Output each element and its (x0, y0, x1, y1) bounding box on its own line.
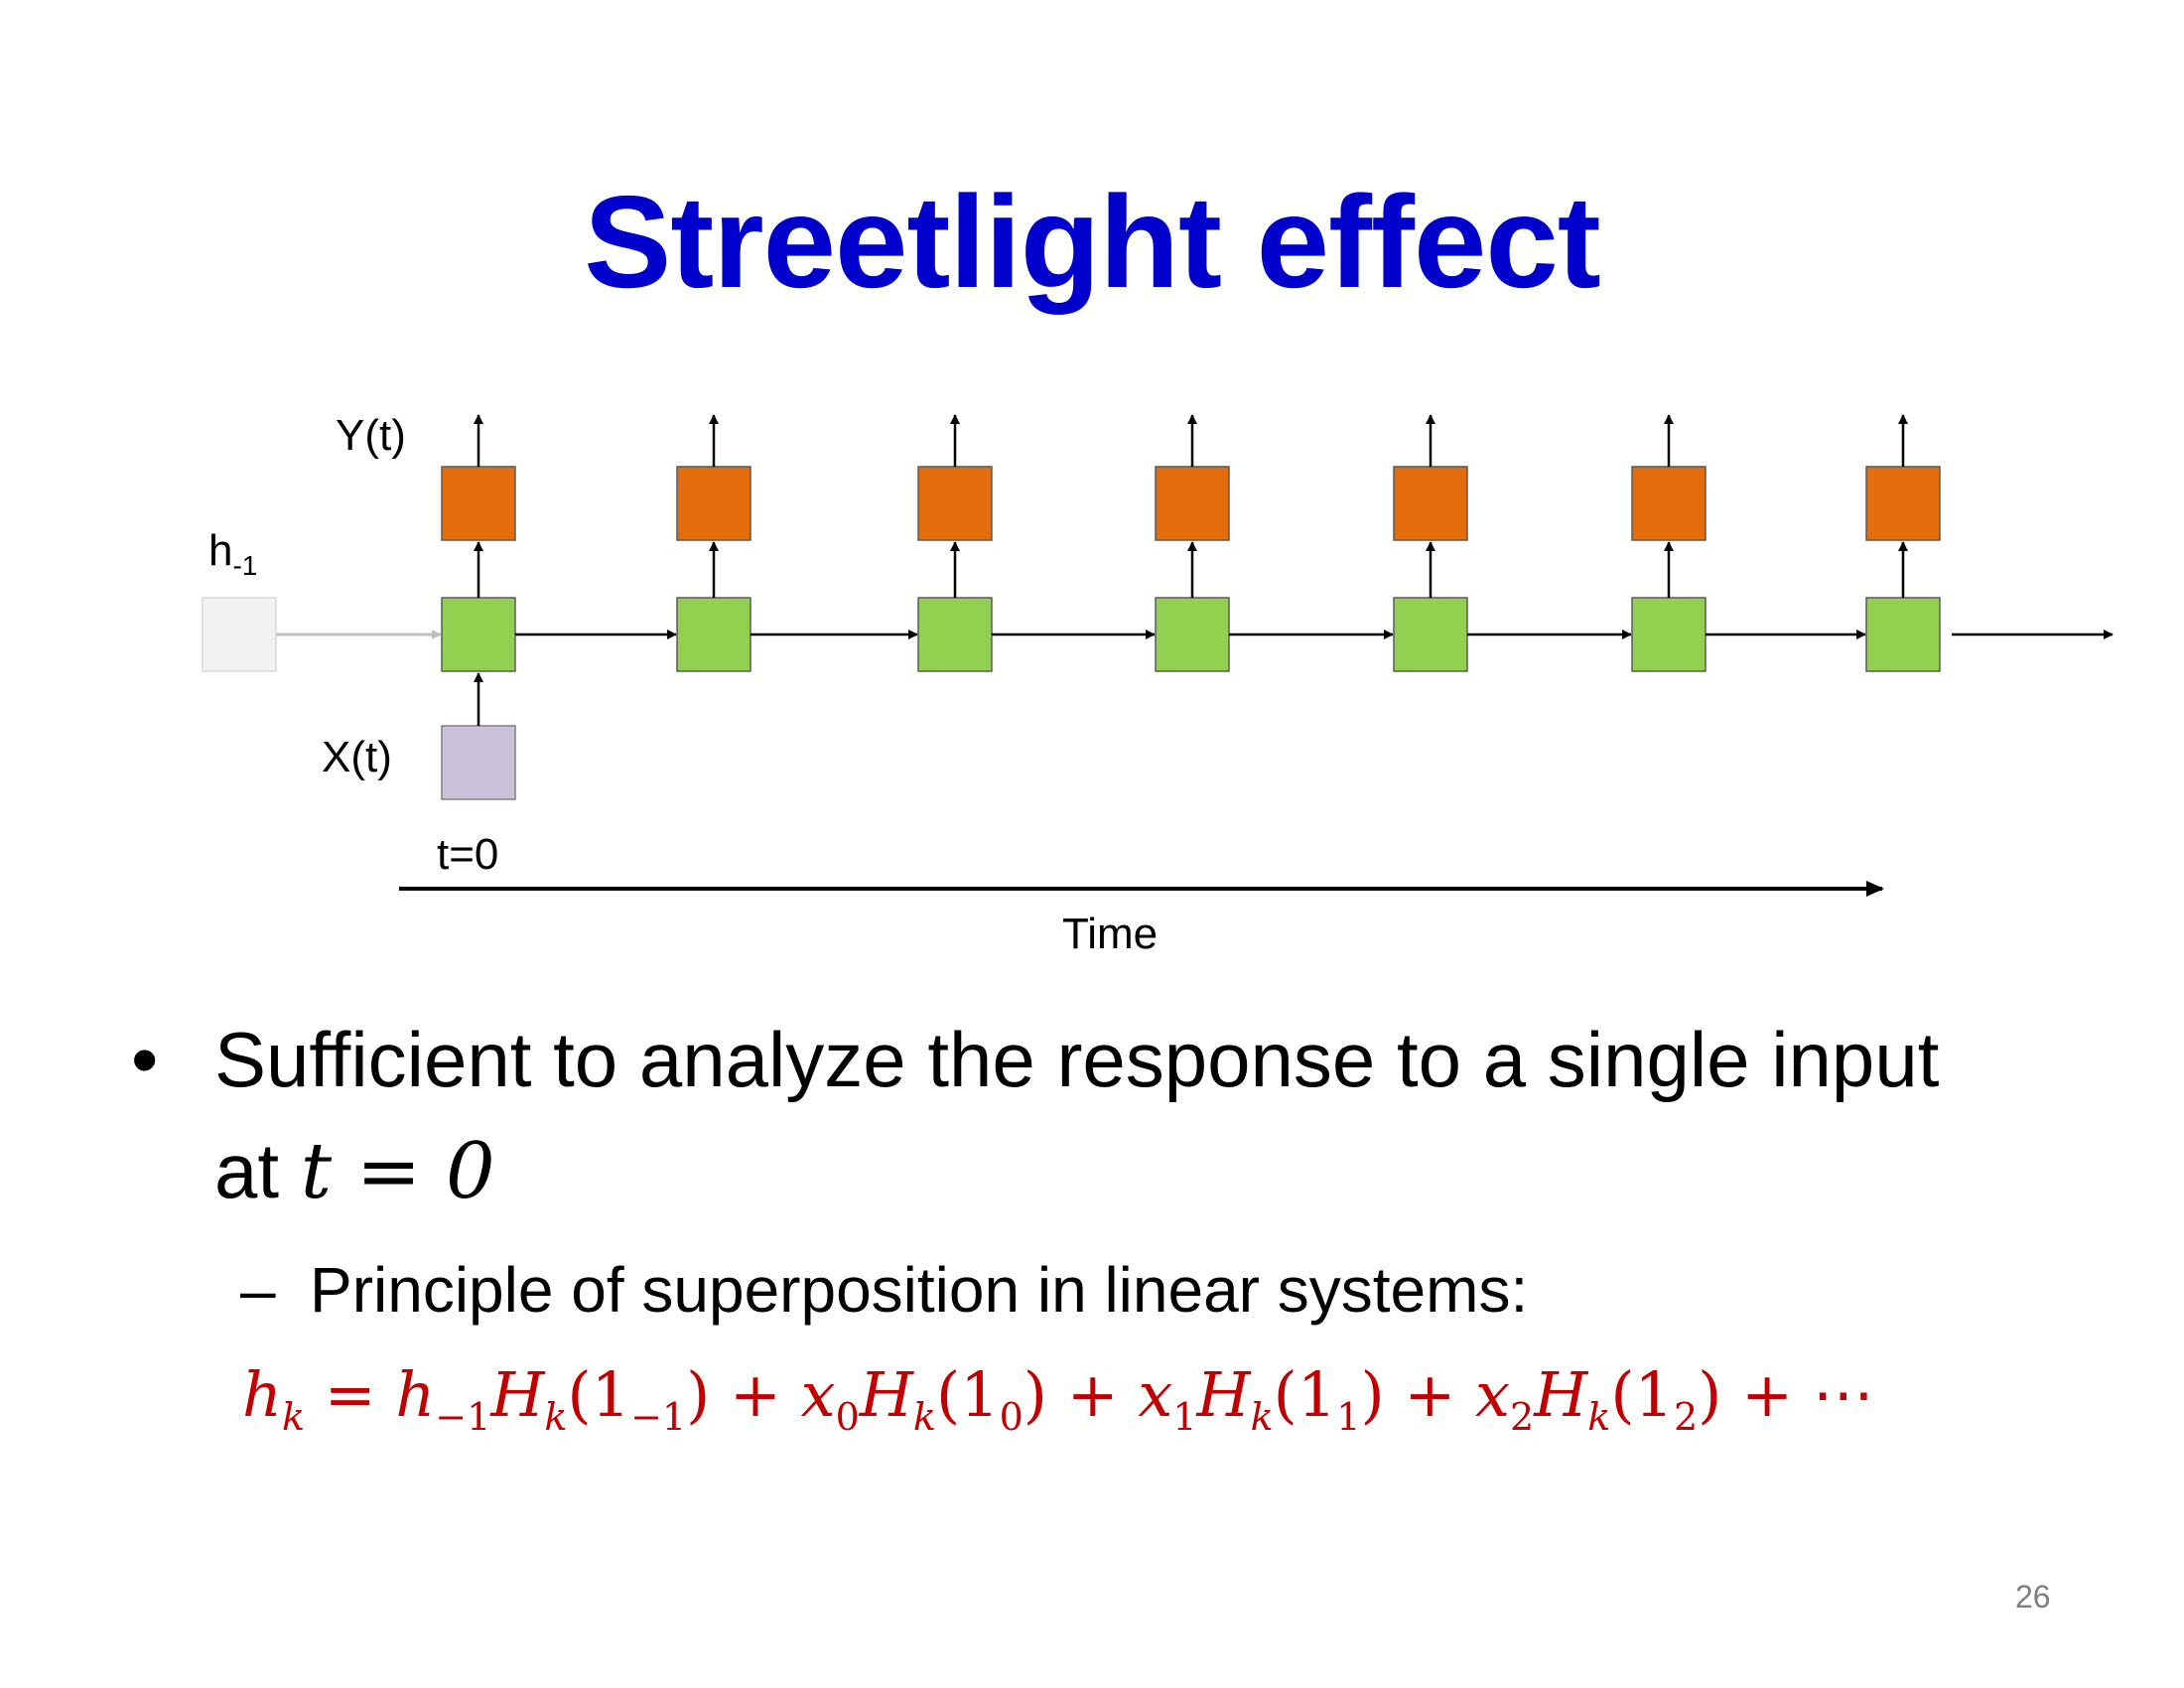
bullet-main-line2-text: at (214, 1127, 301, 1214)
output-box (1155, 466, 1230, 541)
hidden-state-box (676, 597, 751, 672)
hidden-state-box (917, 597, 993, 672)
output-label: Y(t) (336, 411, 406, 460)
output-box (1865, 466, 1941, 541)
bullet-main-line2: at t = 0 (214, 1126, 495, 1216)
hidden-state-box (1155, 597, 1230, 672)
output-box (1631, 466, 1706, 541)
bullet-main-line2-math: t = 0 (300, 1127, 495, 1216)
output-box (1393, 466, 1468, 541)
initial-state-label: h-1 (208, 526, 257, 582)
hidden-state-box (441, 597, 516, 672)
output-box (441, 466, 516, 541)
input-box (441, 725, 516, 800)
sub-bullet-text: Principle of superposition in linear sys… (310, 1254, 1529, 1326)
time-start-label: t=0 (437, 830, 499, 879)
time-axis-label: Time (1062, 910, 1159, 958)
initial-state-symbol: h (208, 526, 233, 575)
initial-state-subscript: -1 (232, 549, 258, 581)
superposition-equation: hk = h−1Hk(1−1) + x0Hk(10) + x1Hk(11) + … (242, 1358, 1874, 1439)
hidden-state-box (1393, 597, 1468, 672)
bullet-main-line1: Sufficient to analyze the response to a … (214, 1016, 1940, 1103)
initial-state-box (202, 597, 277, 672)
output-box (917, 466, 993, 541)
rnn-unrolled-diagram (202, 414, 2114, 897)
hidden-state-box (1865, 597, 1941, 672)
page-number: 26 (2015, 1579, 2051, 1615)
input-label: X(t) (322, 733, 392, 781)
bullet-marker: • (131, 1016, 159, 1103)
hidden-state-box (1631, 597, 1706, 672)
output-box (676, 466, 751, 541)
sub-bullet-dash: – (240, 1254, 276, 1326)
slide-title: Streetlight effect (584, 169, 1601, 315)
